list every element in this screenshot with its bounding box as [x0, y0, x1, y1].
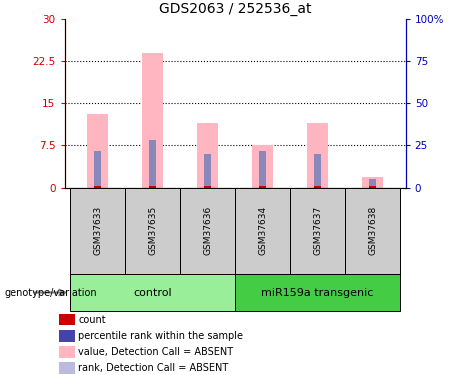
- Bar: [87, 114, 108, 188]
- Text: count: count: [78, 315, 106, 324]
- Bar: [149, 140, 156, 188]
- Bar: [204, 154, 211, 188]
- Bar: [94, 186, 101, 188]
- Bar: [70, 274, 235, 311]
- Text: GSM37636: GSM37636: [203, 206, 212, 255]
- Bar: [314, 186, 321, 188]
- Text: genotype/variation: genotype/variation: [5, 288, 97, 297]
- Bar: [369, 179, 376, 188]
- Bar: [314, 154, 321, 188]
- Text: GSM37637: GSM37637: [313, 206, 322, 255]
- Bar: [180, 188, 235, 274]
- Bar: [142, 53, 163, 188]
- Text: value, Detection Call = ABSENT: value, Detection Call = ABSENT: [78, 347, 233, 357]
- Title: GDS2063 / 252536_at: GDS2063 / 252536_at: [159, 2, 311, 16]
- Text: GSM37634: GSM37634: [258, 206, 267, 255]
- Text: control: control: [133, 288, 172, 297]
- Text: GSM37635: GSM37635: [148, 206, 157, 255]
- Bar: [235, 188, 290, 274]
- Text: rank, Detection Call = ABSENT: rank, Detection Call = ABSENT: [78, 363, 228, 373]
- Bar: [70, 188, 125, 274]
- Bar: [252, 146, 273, 188]
- Bar: [125, 188, 180, 274]
- Bar: [204, 186, 211, 188]
- Bar: [235, 274, 400, 311]
- Bar: [94, 151, 101, 188]
- Text: GSM37633: GSM37633: [93, 206, 102, 255]
- Bar: [369, 186, 376, 188]
- Bar: [260, 151, 266, 188]
- Bar: [149, 186, 156, 188]
- Bar: [362, 177, 383, 188]
- Bar: [197, 123, 218, 188]
- Bar: [59, 314, 75, 325]
- Bar: [59, 346, 75, 358]
- Bar: [307, 123, 328, 188]
- Text: miR159a transgenic: miR159a transgenic: [261, 288, 374, 297]
- Bar: [59, 362, 75, 374]
- Text: GSM37638: GSM37638: [368, 206, 377, 255]
- Text: percentile rank within the sample: percentile rank within the sample: [78, 331, 243, 341]
- Bar: [290, 188, 345, 274]
- Bar: [59, 330, 75, 342]
- Bar: [345, 188, 400, 274]
- Bar: [260, 186, 266, 188]
